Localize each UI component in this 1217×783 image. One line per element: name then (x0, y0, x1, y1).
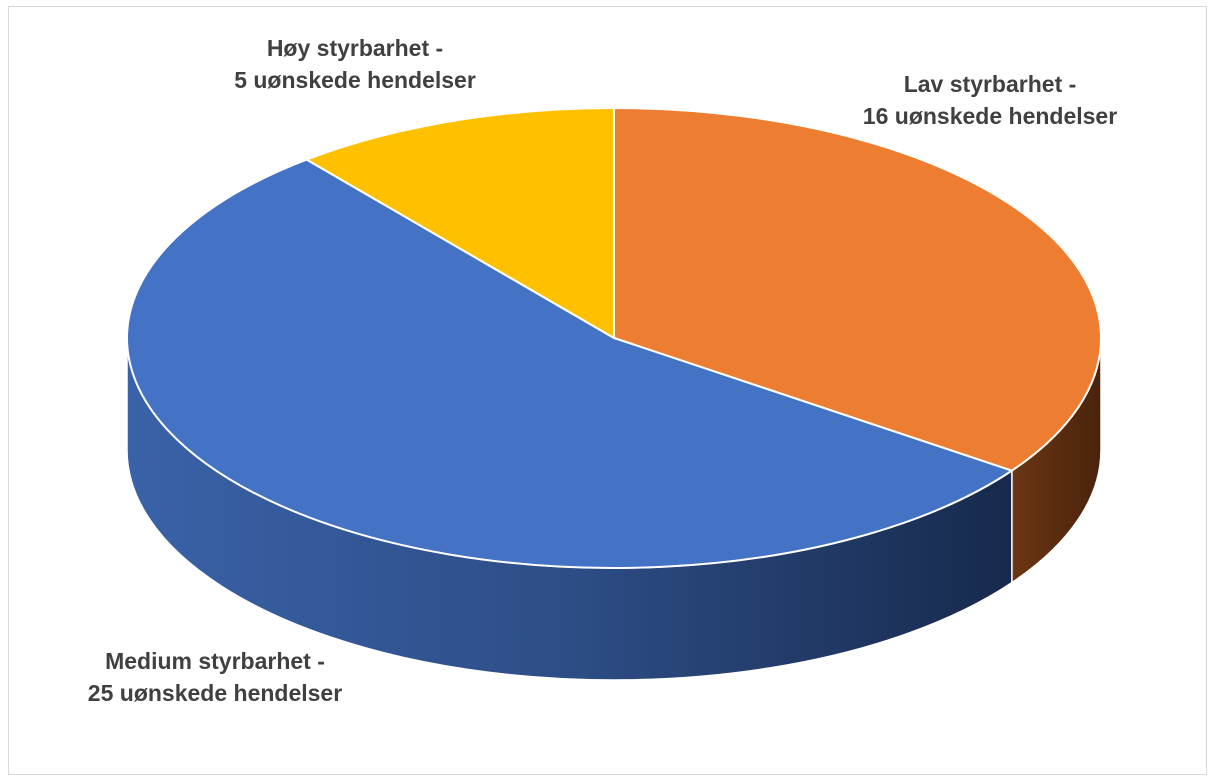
pie-slice-lav (613, 107, 1102, 472)
pie-slice-hoy (305, 107, 615, 339)
data-label-hoy-line1: Høy styrbarhet - (266, 35, 444, 61)
data-label-medium-styrbarhet: Medium styrbarhet - 25 uønskede hendelse… (55, 645, 375, 709)
pie-slice-medium (126, 158, 1013, 569)
data-label-lav-line2: 16 uønskede hendelser (862, 103, 1118, 129)
data-label-lav-line1: Lav styrbarhet - (903, 71, 1077, 97)
data-label-hoy-line2: 5 uønskede hendelser (234, 67, 476, 93)
data-label-medium-line1: Medium styrbarhet - (105, 648, 325, 674)
data-label-medium-line2: 25 uønskede hendelser (87, 680, 343, 706)
data-label-lav-styrbarhet: Lav styrbarhet - 16 uønskede hendelser (840, 68, 1140, 132)
data-label-hoy-styrbarhet: Høy styrbarhet - 5 uønskede hendelser (205, 32, 505, 96)
